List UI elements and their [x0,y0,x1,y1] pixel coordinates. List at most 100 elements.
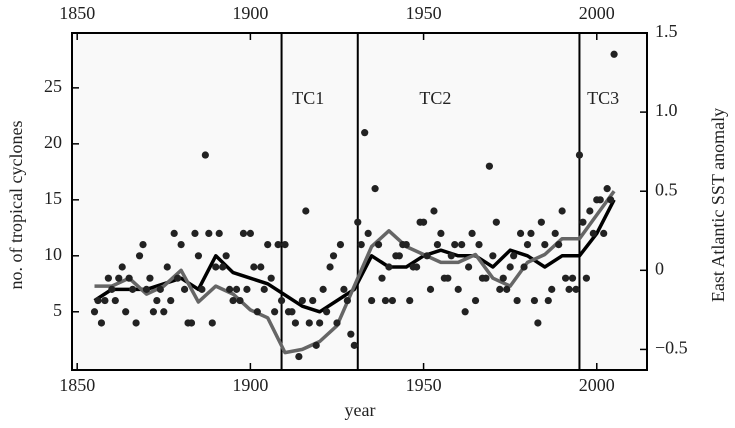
point [406,296,414,305]
point [395,252,403,260]
line-series [94,190,616,355]
point [513,296,521,305]
point [444,274,452,282]
point [271,308,279,316]
point [575,151,584,159]
point [267,274,275,282]
point [423,252,431,260]
point [246,229,254,238]
point [586,207,594,215]
point [527,229,535,238]
point [205,229,213,238]
point [167,296,175,305]
x-tick-label: 1950 [406,375,442,395]
point [257,263,265,271]
point [582,274,590,282]
point [603,185,611,193]
point [125,274,133,282]
period-label: TC1 [292,88,324,108]
point [541,241,549,249]
point [357,241,365,249]
point [229,296,237,305]
point [548,285,556,293]
point [413,263,421,271]
point [499,274,507,282]
y2-axis-title: East Atlantic SST anomaly [708,108,728,302]
point [426,285,435,293]
point [253,308,261,316]
point [322,308,331,316]
point [90,308,99,316]
point [503,285,511,293]
point [142,285,151,293]
point [146,274,154,282]
point [226,285,234,293]
point [94,296,102,305]
point [596,196,604,204]
point [115,274,123,282]
x-tick-label: 1850 [59,375,95,395]
y-axis-title: no. of tropical cyclones [6,121,26,290]
point [402,241,410,249]
point [506,263,514,271]
point [572,285,580,293]
point [354,218,362,226]
point [340,285,348,293]
point [239,229,248,238]
point [132,319,140,327]
x2-tick-label: 1900 [232,3,268,23]
point [482,274,490,282]
point [461,308,469,316]
point [302,207,310,215]
point [329,252,338,260]
point [194,252,203,260]
x-tick-label: 2000 [579,375,615,395]
point [180,285,189,293]
point [108,285,116,293]
y2-tick-label: 0 [655,258,664,278]
point [309,296,317,305]
point [371,185,379,193]
point [475,241,483,249]
point [568,274,577,282]
point [243,285,251,293]
period-label: TC3 [587,88,619,108]
x2-tick-label: 1850 [59,3,95,23]
point [465,263,473,271]
point [198,285,206,293]
point [305,319,313,327]
point [437,229,445,238]
x-tick-label: 1900 [232,375,268,395]
point [298,296,306,305]
point [579,218,587,226]
y-tick-label: 25 [44,76,62,96]
point [291,319,300,327]
point [530,296,539,305]
point [492,218,500,226]
point [336,241,345,249]
point [122,308,130,316]
x2-tick-label: 1950 [406,3,442,23]
point [516,229,525,238]
point [260,285,268,293]
point [468,229,476,238]
point [250,263,258,271]
point [129,285,137,293]
point [561,274,570,282]
point [600,229,608,238]
point [326,263,334,271]
y-tick-label: 5 [53,300,62,320]
point [433,241,442,249]
point [589,229,597,238]
point [187,319,196,327]
point [471,296,480,305]
point [191,229,199,238]
point [156,285,164,293]
point [319,285,327,293]
point [295,352,303,361]
point [170,229,178,238]
point [610,50,618,58]
point [163,263,171,271]
y2-tick-label: 1.0 [655,100,678,120]
